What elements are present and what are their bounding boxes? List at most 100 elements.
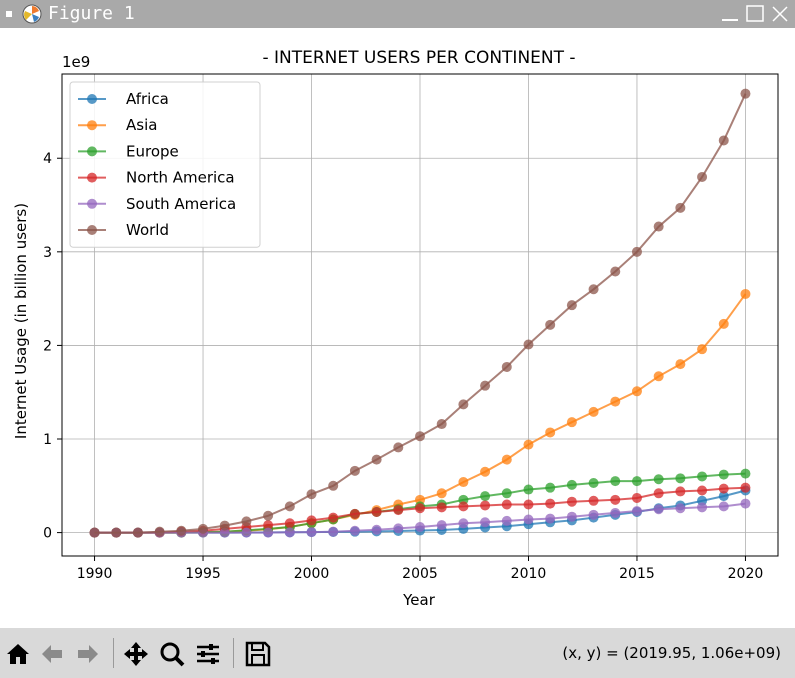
- legend-label: Africa: [126, 90, 169, 108]
- data-point: [328, 512, 339, 523]
- data-point: [241, 516, 252, 527]
- data-point: [697, 502, 708, 513]
- data-point: [523, 499, 534, 510]
- data-point: [545, 319, 556, 330]
- data-point: [631, 476, 642, 487]
- legend: Africa Asia Europe North America South Ameri…: [69, 81, 261, 248]
- line-chart: 1990 1995 2000 2005 2010 2015 2020 0 1 2 3 4 - INTE…: [12, 48, 779, 609]
- data-point: [328, 480, 339, 491]
- data-point: [393, 523, 404, 534]
- data-point: [610, 507, 621, 518]
- data-point: [480, 466, 491, 477]
- data-point: [588, 284, 599, 295]
- data-point: [501, 361, 512, 372]
- forward-arrow-icon[interactable]: [74, 640, 102, 668]
- y-tick-label: 1: [43, 432, 52, 448]
- legend-label: Asia: [126, 116, 157, 134]
- data-point: [740, 468, 751, 479]
- data-point: [566, 511, 577, 522]
- data-point: [480, 500, 491, 511]
- y-offset-label: 1e9: [62, 53, 90, 71]
- x-axis-label: Year: [402, 591, 436, 609]
- back-arrow-icon[interactable]: [38, 640, 66, 668]
- legend-box: [69, 81, 261, 248]
- data-point: [566, 496, 577, 507]
- data-point: [653, 221, 664, 232]
- data-point: [653, 504, 664, 515]
- x-tick-label: 1995: [185, 566, 221, 582]
- maximize-icon[interactable]: [745, 5, 765, 23]
- data-point: [718, 491, 729, 502]
- legend-marker: [87, 146, 97, 157]
- x-tick-label: 2005: [402, 566, 438, 582]
- data-point: [263, 520, 274, 531]
- data-point: [89, 527, 100, 538]
- home-icon[interactable]: [4, 640, 32, 668]
- y-tick-label: 4: [43, 151, 52, 167]
- pan-icon[interactable]: [122, 640, 150, 668]
- chart-title: - INTERNET USERS PER CONTINENT -: [262, 48, 575, 68]
- data-point: [610, 494, 621, 505]
- cursor-coordinates: (x, y) = (2019.95, 1.06e+09): [562, 644, 781, 662]
- series-world: [89, 88, 751, 538]
- data-point: [545, 498, 556, 509]
- data-point: [566, 479, 577, 490]
- data-point: [306, 489, 317, 500]
- legend-label: World: [126, 221, 169, 239]
- y-axis-label: Internet Usage (in billion users): [12, 203, 30, 439]
- data-point: [718, 469, 729, 480]
- data-point: [501, 499, 512, 510]
- data-point: [740, 288, 751, 299]
- data-point: [610, 476, 621, 487]
- legend-label: North America: [126, 169, 235, 187]
- data-point: [458, 399, 469, 410]
- save-icon[interactable]: [244, 640, 272, 668]
- x-tick-label: 2015: [619, 566, 655, 582]
- y-tick-label: 2: [43, 338, 52, 354]
- data-point: [740, 88, 751, 99]
- navigation-toolbar: (x, y) = (2019.95, 1.06e+09): [0, 628, 795, 678]
- data-point: [371, 507, 382, 518]
- data-point: [740, 482, 751, 493]
- data-point: [306, 527, 317, 538]
- data-point: [349, 465, 360, 476]
- minimize-icon[interactable]: [720, 5, 740, 23]
- data-point: [328, 526, 339, 537]
- data-point: [675, 473, 686, 484]
- data-point: [284, 527, 295, 538]
- window-menu-icon[interactable]: [6, 11, 12, 17]
- data-point: [545, 513, 556, 524]
- data-point: [371, 524, 382, 535]
- y-tick-label: 3: [43, 245, 52, 261]
- x-tick-label: 2000: [294, 566, 330, 582]
- legend-marker: [87, 225, 97, 235]
- data-point: [393, 505, 404, 516]
- data-point: [436, 419, 447, 430]
- legend-marker: [87, 120, 97, 131]
- data-point: [631, 492, 642, 503]
- data-point: [523, 339, 534, 350]
- data-point: [718, 135, 729, 146]
- configure-subplots-icon[interactable]: [194, 640, 222, 668]
- data-point: [740, 498, 751, 509]
- data-point: [501, 488, 512, 499]
- data-point: [588, 406, 599, 417]
- close-icon[interactable]: [770, 5, 790, 23]
- legend-label: Europe: [126, 142, 179, 160]
- data-point: [415, 521, 425, 532]
- data-point: [523, 514, 534, 525]
- axis-ticks: 1990 1995 2000 2005 2010 2015 2020 0 1 2 3 4: [43, 151, 763, 582]
- figure-canvas[interactable]: 1990 1995 2000 2005 2010 2015 2020 0 1 2 3 4 - INTE…: [0, 28, 795, 628]
- zoom-icon[interactable]: [158, 640, 186, 668]
- x-tick-label: 2020: [728, 566, 764, 582]
- toolbar-separator: [233, 638, 234, 668]
- data-point: [588, 477, 599, 488]
- data-point: [697, 171, 708, 182]
- data-point: [393, 442, 404, 453]
- data-point: [631, 246, 642, 257]
- data-point: [697, 471, 708, 482]
- data-point: [697, 485, 708, 496]
- data-point: [436, 520, 447, 531]
- data-point: [263, 527, 274, 538]
- x-tick-label: 2010: [511, 566, 547, 582]
